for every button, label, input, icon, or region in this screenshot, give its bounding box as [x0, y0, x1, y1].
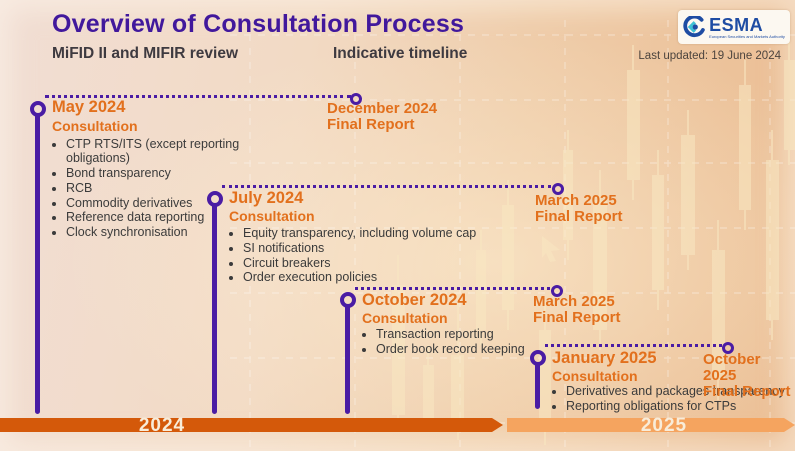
arrow-watermark: [542, 236, 560, 262]
